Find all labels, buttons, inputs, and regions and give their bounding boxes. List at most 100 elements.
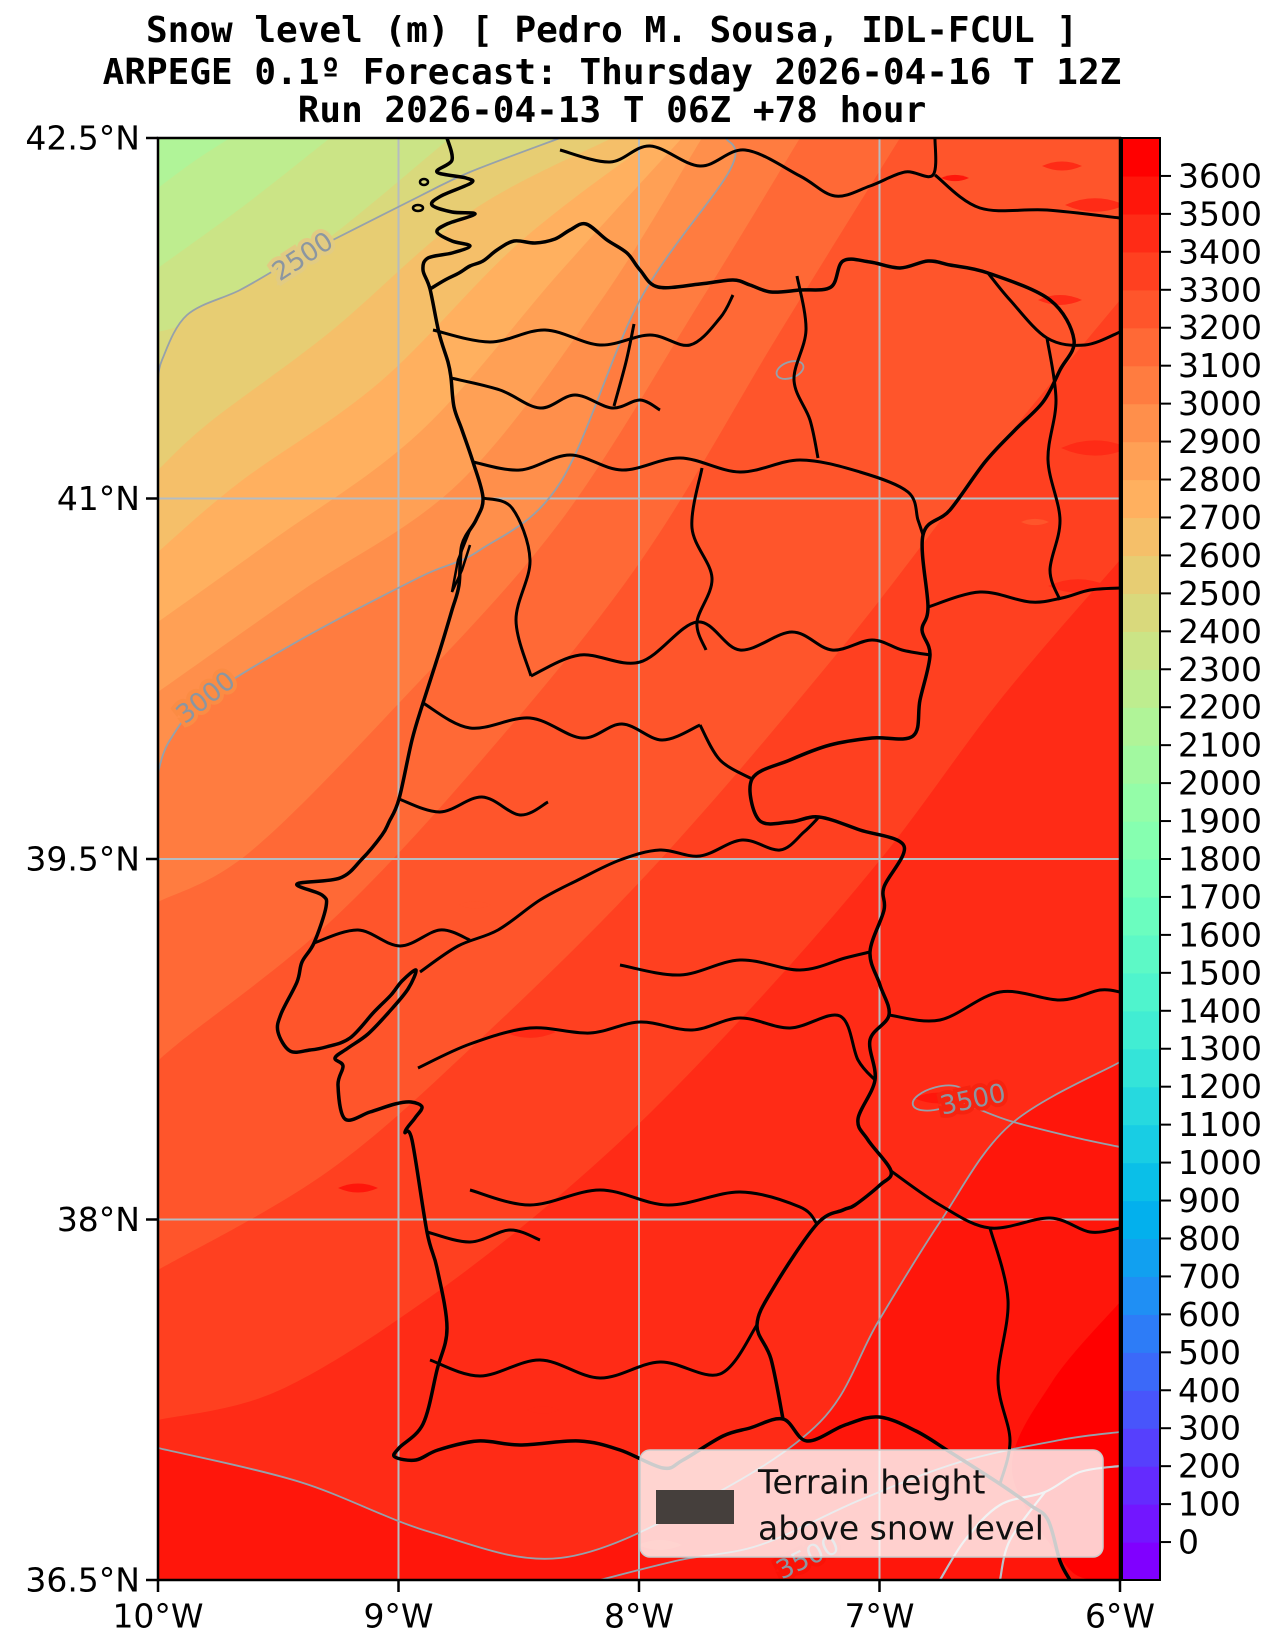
colorbar-tick-label: 200 — [1178, 1447, 1241, 1486]
colorbar-cell — [1122, 669, 1160, 708]
colorbar-cell — [1122, 1466, 1160, 1505]
district-boundary — [429, 1324, 759, 1380]
lat-tick-label: 36.5°N — [25, 1561, 140, 1600]
colorbar-tick-label: 600 — [1178, 1295, 1241, 1334]
district-boundary — [432, 294, 735, 347]
colorbar-tick-label: 900 — [1178, 1181, 1241, 1220]
colorbar-tick-label: 2900 — [1178, 422, 1262, 461]
colorbar-cell — [1122, 1010, 1160, 1050]
colorbar-tick-label: 1600 — [1178, 915, 1262, 954]
colorbar-tick-label: 100 — [1178, 1485, 1241, 1524]
colorbar-cell — [1122, 1238, 1160, 1278]
legend-box — [639, 1449, 1104, 1558]
colorbar-tick-label: 1400 — [1178, 991, 1262, 1030]
district-boundary — [690, 467, 714, 651]
legend-label-line2: above snow level — [758, 1509, 1044, 1548]
colorbar-cell — [1122, 745, 1160, 784]
colorbar-cell — [1122, 1314, 1160, 1353]
lon-tick-label: 10°W — [112, 1597, 203, 1636]
spain-province-boundary — [559, 138, 938, 198]
colorbar-tick-label: 1000 — [1178, 1143, 1262, 1182]
colorbar-cell — [1122, 138, 1160, 177]
district-boundary — [530, 620, 931, 678]
colorbar-cell — [1122, 972, 1160, 1012]
lat-tick-label: 41°N — [57, 479, 140, 518]
colorbar-tick-label: 3400 — [1178, 232, 1262, 271]
spain-province-boundary — [927, 586, 1120, 609]
aveiro-lagoon — [450, 529, 472, 593]
lon-tick-label: 7°W — [844, 1597, 914, 1636]
spain-province-boundary — [890, 1169, 1120, 1234]
lat-tick-label: 39.5°N — [25, 840, 140, 879]
colorbar-cell — [1122, 365, 1160, 405]
colorbar-cell — [1122, 1542, 1160, 1581]
colorbar-cell — [1122, 403, 1160, 443]
district-boundary — [450, 376, 661, 412]
colorbar-cell — [1122, 1048, 1160, 1088]
colorbar-cell — [1122, 1124, 1160, 1164]
contour-patch — [459, 901, 491, 909]
colorbar-tick-label: 2400 — [1178, 612, 1262, 651]
colorbar-tick-label: 800 — [1178, 1219, 1241, 1258]
colorbar-tick-label: 3500 — [1178, 194, 1262, 233]
colorbar-cell — [1122, 631, 1160, 670]
colorbar-cell — [1122, 896, 1160, 936]
district-boundary — [619, 950, 871, 977]
colorbar-cell — [1122, 1352, 1160, 1391]
colorbar-cell — [1122, 289, 1160, 329]
contour-line-3000 — [158, 138, 737, 773]
island — [418, 177, 430, 187]
contour-patch — [527, 1406, 559, 1414]
colorbar-tick-label: 2500 — [1178, 574, 1262, 613]
colorbar-tick-label: 1500 — [1178, 953, 1262, 992]
spain-province-boundary — [934, 173, 1120, 220]
contour-patch — [338, 1183, 378, 1193]
colorbar-cell — [1122, 555, 1160, 594]
colorbar-tick-label: 2000 — [1178, 764, 1262, 803]
colorbar-tick-label: 1700 — [1178, 877, 1262, 916]
district-boundary — [422, 701, 701, 742]
colorbar-cell — [1122, 821, 1160, 860]
longitude-axis: 10°W 9°W 8°W 7°W 6°W — [112, 1580, 1155, 1636]
colorbar: 0100200300400500600700800900100011001200… — [1121, 137, 1262, 1581]
colorbar-tick-label: 3100 — [1178, 346, 1262, 385]
title-run-line: Run 2026-04-13 T 06Z +78 hour — [298, 90, 927, 131]
colorbar-tick-label: 2100 — [1178, 726, 1262, 765]
colorbar-cell — [1122, 441, 1160, 481]
district-boundary — [792, 275, 820, 459]
contour-patch — [1065, 198, 1120, 212]
colorbar-tick-label: 3300 — [1178, 270, 1262, 309]
colorbar-tick-label: 300 — [1178, 1409, 1241, 1448]
contour-patch — [941, 174, 969, 182]
contour-patch — [1021, 518, 1049, 526]
colorbar-tick-label: 500 — [1178, 1333, 1241, 1372]
colorbar-cell — [1122, 934, 1160, 974]
district-boundary — [469, 1188, 819, 1226]
contour-patch — [1061, 440, 1120, 456]
district-boundary — [612, 323, 636, 407]
district-boundary — [482, 496, 533, 677]
legend-label-line1: Terrain height — [757, 1463, 985, 1502]
colorbar-cell — [1122, 1276, 1160, 1315]
colorbar-cell — [1122, 213, 1160, 253]
colorbar-tick-label: 2600 — [1178, 536, 1262, 575]
colorbar-cell — [1122, 1086, 1160, 1126]
colorbar-cell — [1122, 1504, 1160, 1543]
colorbar-cell — [1122, 1200, 1160, 1240]
colorbar-tick-label: 700 — [1178, 1257, 1241, 1296]
contour-patch — [914, 1092, 962, 1104]
colorbar-cell — [1122, 783, 1160, 822]
colorbar-tick-label: 400 — [1178, 1371, 1241, 1410]
colorbar-tick-label: 2700 — [1178, 498, 1262, 537]
colorbar-cell — [1122, 251, 1160, 291]
title-block: Snow level (m) [ Pedro M. Sousa, IDL-FCU… — [103, 10, 1122, 131]
colorbar-cell — [1122, 327, 1160, 367]
colorbar-cell — [1122, 859, 1160, 898]
lat-tick-label: 38°N — [57, 1200, 140, 1239]
district-boundary — [417, 1013, 877, 1082]
colorbar-cell — [1122, 1428, 1160, 1467]
colorbar-tick-label: 3000 — [1178, 384, 1262, 423]
latitude-axis: 42.5°N 41°N 39.5°N 38°N 36.5°N — [25, 119, 158, 1600]
